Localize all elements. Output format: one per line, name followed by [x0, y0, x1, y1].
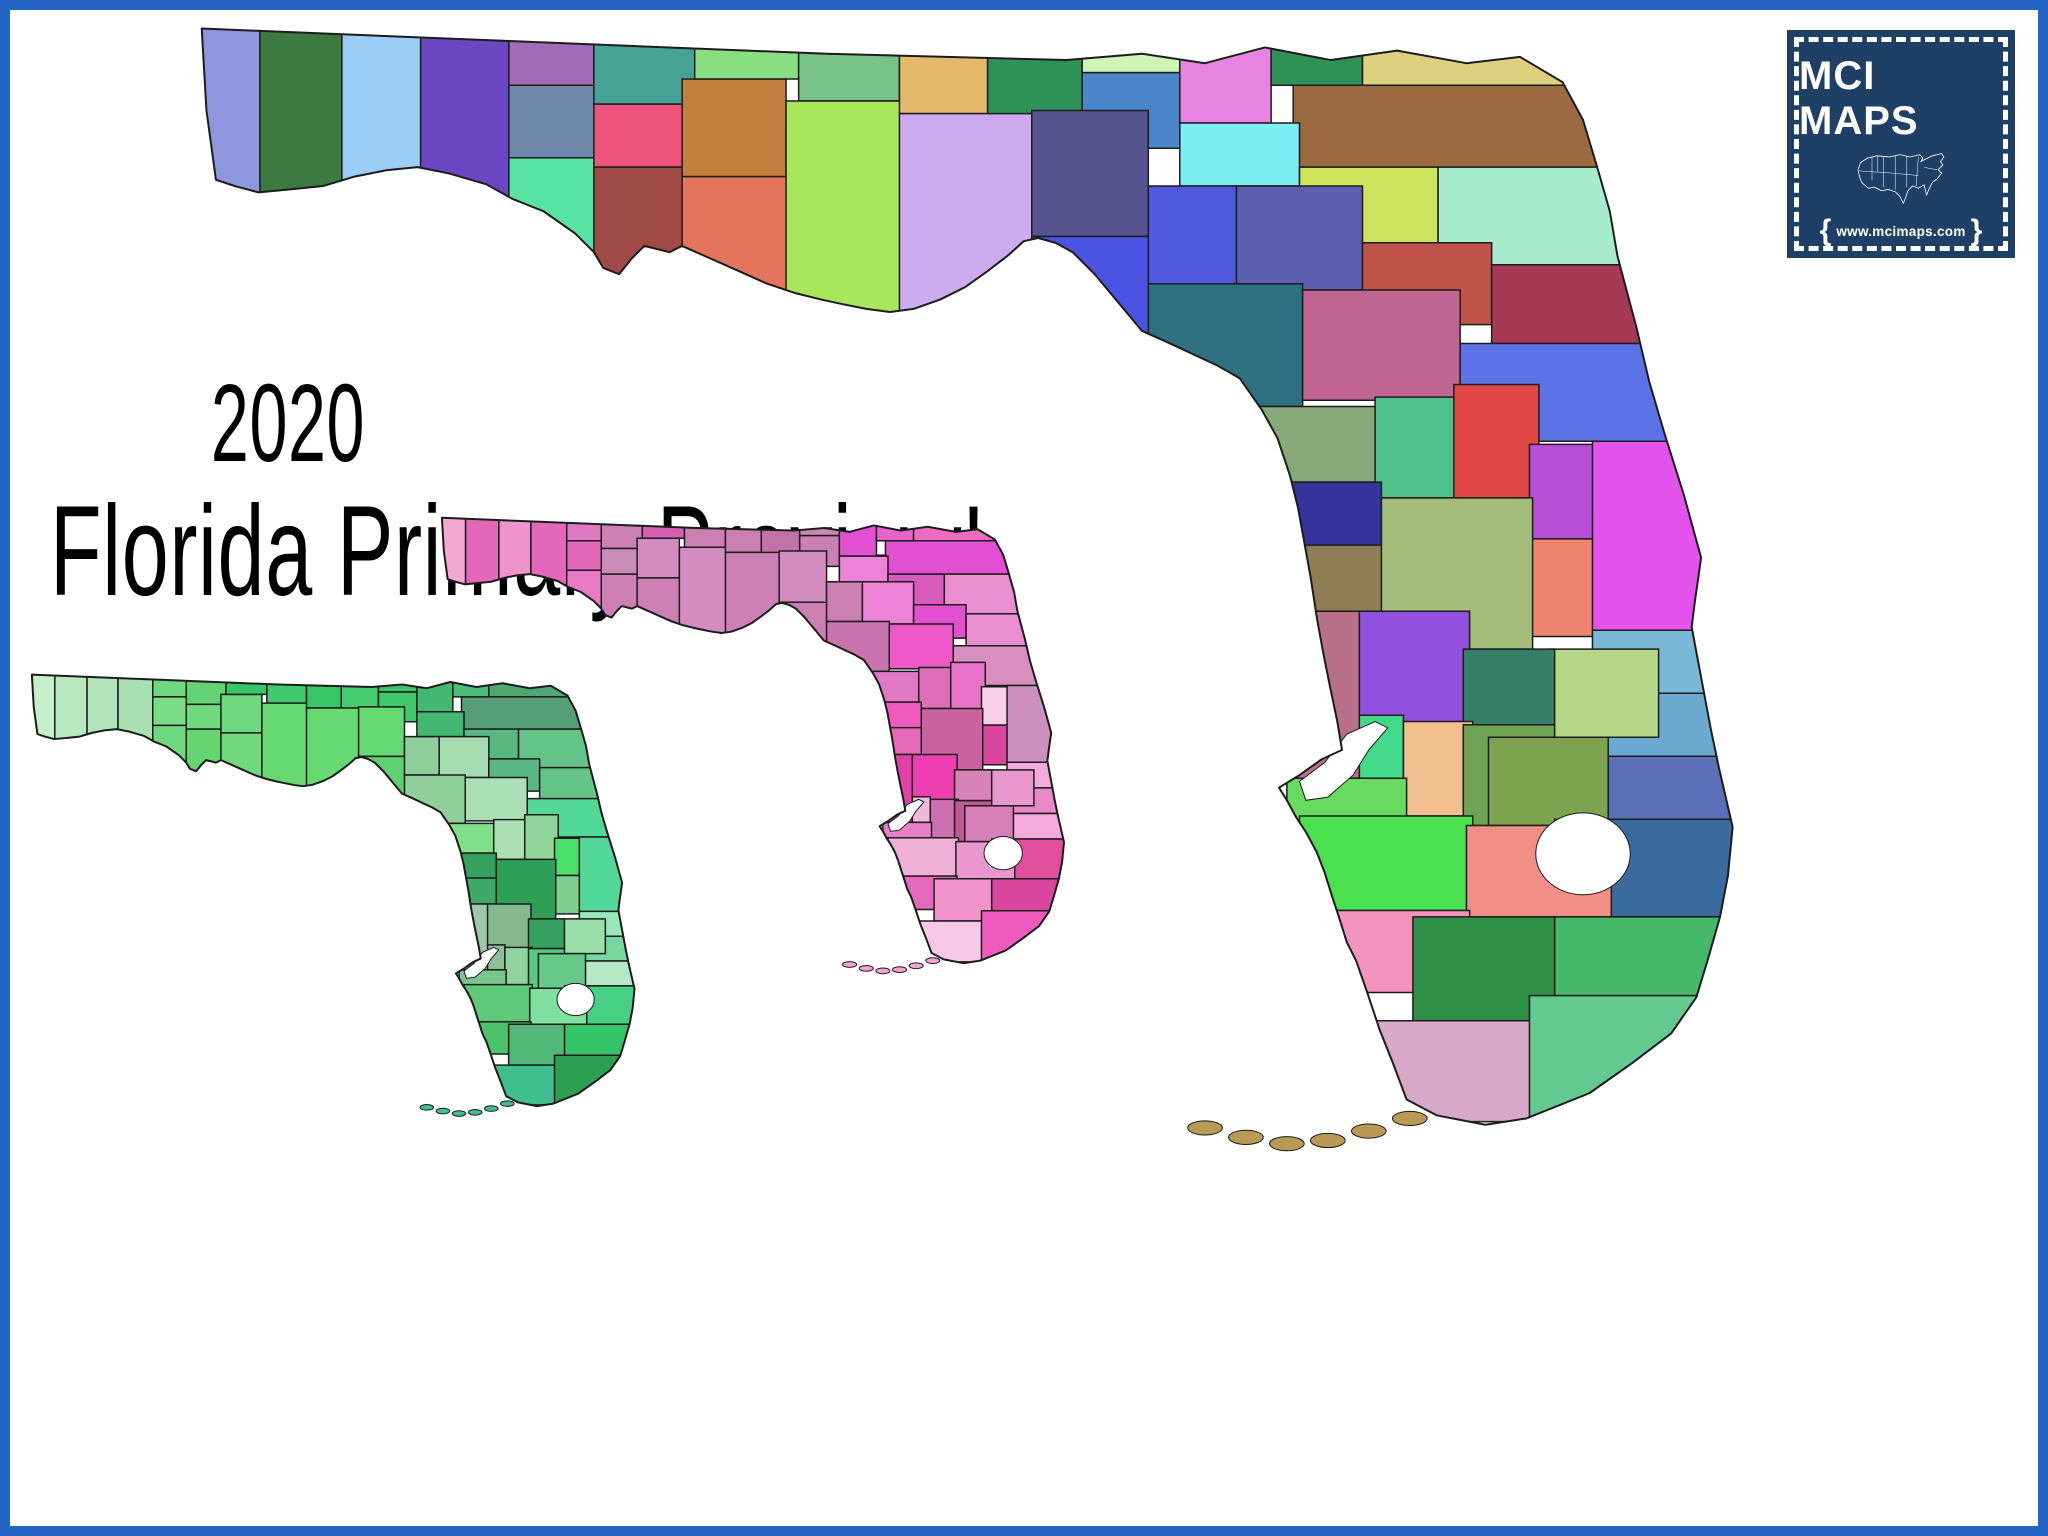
florida-district-map-pink [440, 515, 1080, 989]
brace-right: } [1970, 214, 1983, 247]
logo-url: { www.mcimaps.com } [1820, 216, 1983, 246]
brace-left: { [1819, 214, 1832, 247]
us-map-icon [1857, 153, 1945, 204]
florida-district-map-green [30, 672, 650, 1131]
logo-website: www.mcimaps.com [1836, 223, 1966, 239]
title-year: 2020 [210, 362, 366, 485]
mci-maps-logo: MCI MAPS { www.mcimaps.com } [1787, 30, 2015, 258]
stamp-perforation-border: MCI MAPS { www.mcimaps.com } [1794, 37, 2008, 251]
florida-county-map-multicolor [197, 22, 1772, 1188]
logo-title: MCI MAPS [1799, 54, 1919, 143]
